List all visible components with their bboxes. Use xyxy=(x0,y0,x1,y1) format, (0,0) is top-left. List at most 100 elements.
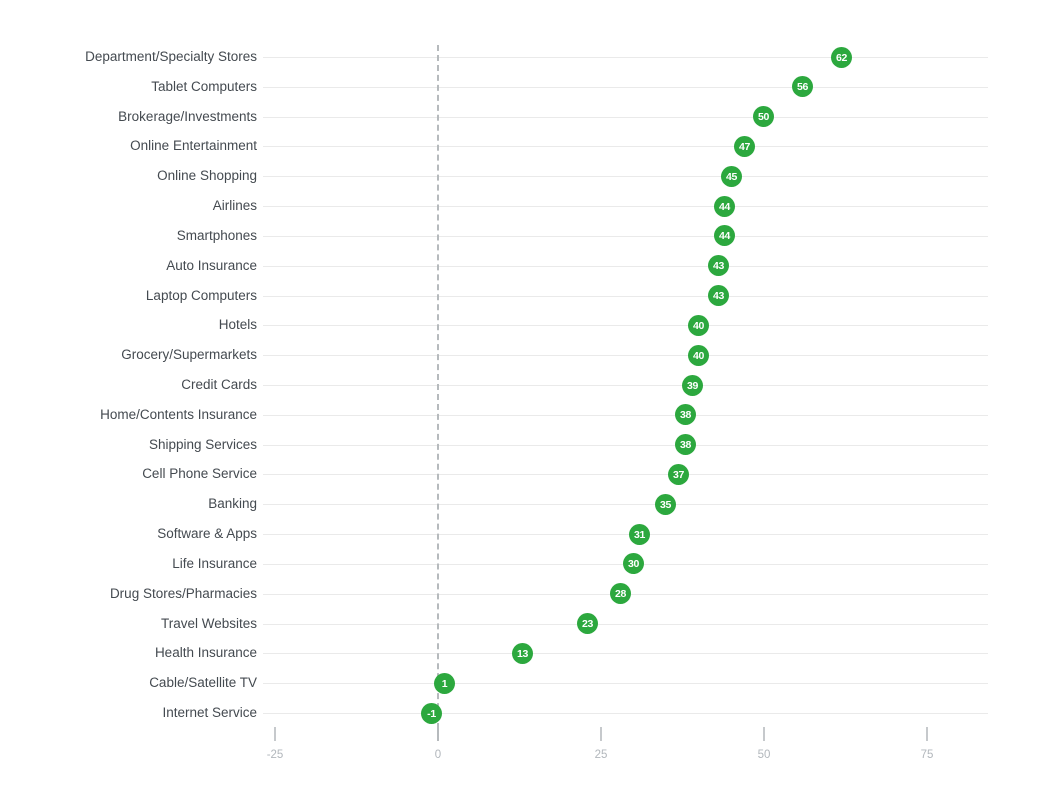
x-axis-tick xyxy=(437,727,439,741)
category-label: Laptop Computers xyxy=(145,288,257,303)
gridline xyxy=(263,683,988,684)
data-point-value: 38 xyxy=(679,438,692,451)
category-label: Grocery/Supermarkets xyxy=(121,347,257,362)
data-point-dot: 39 xyxy=(682,375,703,396)
data-point-dot: 38 xyxy=(675,404,696,425)
x-axis-tick-label: 50 xyxy=(757,749,771,761)
data-point-dot: 23 xyxy=(577,613,598,634)
gridline xyxy=(263,624,988,625)
data-point-dot: 38 xyxy=(675,434,696,455)
gridline xyxy=(263,355,988,356)
x-axis-tick xyxy=(274,727,276,741)
data-point-dot: 47 xyxy=(734,136,755,157)
category-label: Cell Phone Service xyxy=(142,466,257,481)
gridline xyxy=(263,266,988,267)
data-point-value: 31 xyxy=(633,528,646,541)
data-point-value: 45 xyxy=(725,170,738,183)
category-label: Drug Stores/Pharmacies xyxy=(109,586,257,601)
data-point-dot: 44 xyxy=(714,196,735,217)
category-label: Auto Insurance xyxy=(166,258,257,273)
gridline xyxy=(263,296,988,297)
data-point-dot: 56 xyxy=(792,76,813,97)
data-point-dot: 28 xyxy=(610,583,631,604)
x-axis-tick xyxy=(763,727,765,741)
data-point-dot: 43 xyxy=(708,255,729,276)
data-point-dot: -1 xyxy=(421,703,442,724)
category-label: Smartphones xyxy=(176,228,257,243)
data-point-dot: 37 xyxy=(668,464,689,485)
data-point-value: 39 xyxy=(686,379,699,392)
x-axis-tick xyxy=(600,727,602,741)
data-point-value: 37 xyxy=(672,468,685,481)
x-axis-tick-label: -25 xyxy=(266,749,284,761)
gridline xyxy=(263,206,988,207)
category-label: Tablet Computers xyxy=(151,79,257,94)
category-label: Internet Service xyxy=(162,705,257,720)
data-point-dot: 35 xyxy=(655,494,676,515)
data-point-value: 43 xyxy=(712,259,725,272)
gridline xyxy=(263,534,988,535)
data-point-dot: 30 xyxy=(623,553,644,574)
data-point-dot: 45 xyxy=(721,166,742,187)
gridline xyxy=(263,117,988,118)
data-point-dot: 40 xyxy=(688,315,709,336)
category-label: Department/Specialty Stores xyxy=(85,49,257,64)
data-point-dot: 62 xyxy=(831,47,852,68)
category-label: Hotels xyxy=(218,317,257,332)
data-point-value: 38 xyxy=(679,408,692,421)
data-point-dot: 31 xyxy=(629,524,650,545)
data-point-value: 40 xyxy=(692,349,705,362)
category-label: Software & Apps xyxy=(157,526,257,541)
data-point-value: 50 xyxy=(757,110,770,123)
data-point-value: 23 xyxy=(581,617,594,630)
gridline xyxy=(263,236,988,237)
category-label: Travel Websites xyxy=(160,616,257,631)
category-label: Life Insurance xyxy=(172,556,257,571)
data-point-dot: 50 xyxy=(753,106,774,127)
category-label: Health Insurance xyxy=(154,645,257,660)
category-label: Banking xyxy=(208,496,257,511)
category-label: Cable/Satellite TV xyxy=(149,675,257,690)
zero-baseline xyxy=(437,45,439,739)
gridline xyxy=(263,504,988,505)
data-point-value: 44 xyxy=(718,200,731,213)
data-point-value: 62 xyxy=(835,51,848,64)
data-point-dot: 13 xyxy=(512,643,533,664)
data-point-dot: 43 xyxy=(708,285,729,306)
gridline xyxy=(263,325,988,326)
data-point-value: 35 xyxy=(659,498,672,511)
gridline xyxy=(263,713,988,714)
data-point-value: 28 xyxy=(614,587,627,600)
gridline xyxy=(263,146,988,147)
gridline xyxy=(263,474,988,475)
data-point-value: 1 xyxy=(441,677,448,690)
data-point-value: 40 xyxy=(692,319,705,332)
x-axis-tick-label: 25 xyxy=(594,749,608,761)
category-label: Home/Contents Insurance xyxy=(100,407,257,422)
x-axis-tick xyxy=(926,727,928,741)
x-axis-tick-label: 0 xyxy=(434,749,442,761)
gridline xyxy=(263,57,988,58)
data-point-value: 30 xyxy=(627,557,640,570)
data-point-dot: 1 xyxy=(434,673,455,694)
data-point-value: 13 xyxy=(516,647,529,660)
gridline xyxy=(263,445,988,446)
category-label: Brokerage/Investments xyxy=(118,109,257,124)
data-point-dot: 44 xyxy=(714,225,735,246)
data-point-dot: 40 xyxy=(688,345,709,366)
gridline xyxy=(263,176,988,177)
data-point-value: 56 xyxy=(796,80,809,93)
data-point-value: 44 xyxy=(718,229,731,242)
gridline xyxy=(263,385,988,386)
category-label: Airlines xyxy=(212,198,257,213)
data-point-value: 47 xyxy=(738,140,751,153)
gridline xyxy=(263,653,988,654)
x-axis-tick-label: 75 xyxy=(920,749,934,761)
gridline xyxy=(263,87,988,88)
data-point-value: -1 xyxy=(427,707,436,720)
category-label: Online Shopping xyxy=(157,168,257,183)
gridline xyxy=(263,415,988,416)
category-label: Shipping Services xyxy=(148,437,257,452)
